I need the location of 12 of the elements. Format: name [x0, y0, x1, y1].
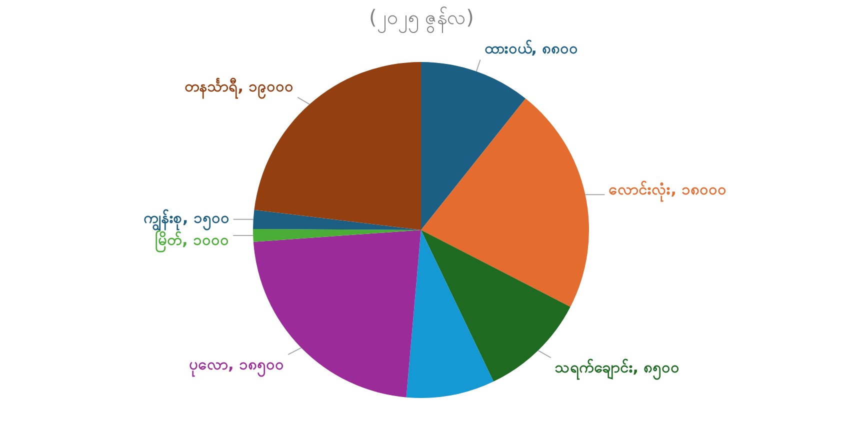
pie-slice: [406, 230, 494, 398]
slice-label: ကျွန်းစု, ၁၅၀၀: [143, 208, 230, 231]
pie-slice: [421, 62, 526, 230]
slice-label: တနင်္သာရီ, ၁၉၀၀၀: [184, 76, 294, 100]
slice-label: ထားဝယ်, ၈၈၀၀: [484, 38, 578, 58]
slice-label: မြိတ်, ၁၀၀၀: [155, 230, 230, 253]
pie-slice: [421, 98, 589, 307]
chart-title: (၂၀၂၅ ဇွန်လ): [369, 5, 474, 33]
slice-label: ပုလော, ၁၈၅၀၀: [189, 356, 284, 378]
slice-label: လောင်းလုံး, ၁၈၀၀၀: [608, 180, 727, 203]
pie-slice: [253, 210, 421, 230]
slice-label: သရက်ချောင်း, ၈၅၀၀: [554, 358, 680, 381]
